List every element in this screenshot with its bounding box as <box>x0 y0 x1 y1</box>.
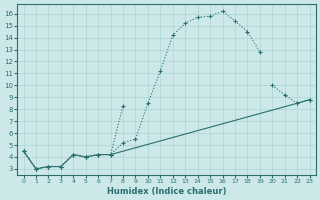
X-axis label: Humidex (Indice chaleur): Humidex (Indice chaleur) <box>107 187 226 196</box>
